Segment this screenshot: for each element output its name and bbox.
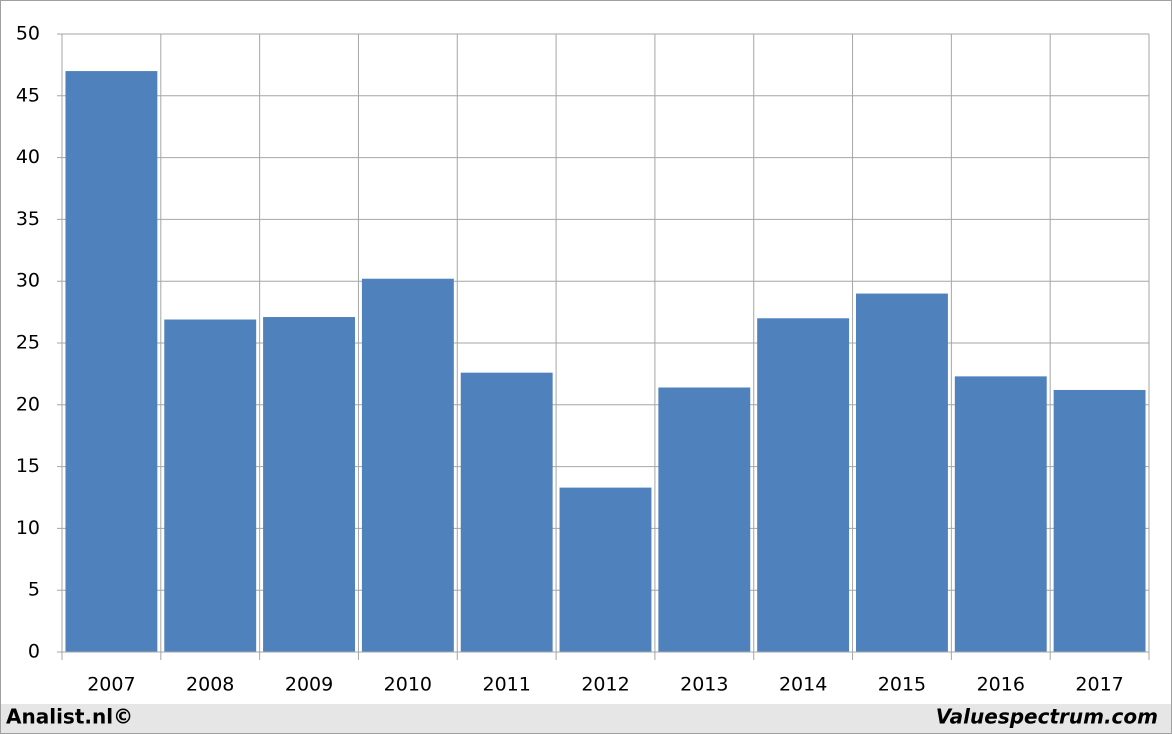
bar: [361, 278, 454, 652]
x-tick-label: 2012: [581, 674, 629, 696]
y-tick-label: 5: [28, 579, 40, 601]
y-tick-label: 50: [16, 23, 40, 45]
x-tick-label: 2011: [483, 674, 531, 696]
y-tick-label: 25: [16, 332, 40, 354]
bar: [460, 372, 553, 652]
bar: [164, 319, 257, 652]
x-tick-label: 2009: [285, 674, 333, 696]
y-tick-label: 20: [16, 393, 40, 415]
y-tick-label: 0: [28, 641, 40, 663]
bar: [856, 293, 948, 652]
bar: [658, 387, 751, 652]
y-tick-label: 35: [16, 208, 40, 230]
x-tick-label: 2016: [977, 674, 1025, 696]
footer-left: Analist.nl©: [6, 705, 133, 729]
bar: [263, 317, 355, 652]
y-tick-label: 15: [16, 455, 40, 477]
footer-right: Valuespectrum.com: [936, 705, 1158, 729]
bar: [1053, 389, 1146, 652]
y-tick-label: 10: [16, 517, 40, 539]
x-tick-label: 2017: [1075, 674, 1123, 696]
x-tick-label: 2007: [87, 674, 135, 696]
bar: [559, 487, 652, 652]
y-tick-label: 40: [16, 146, 40, 168]
footer-band: [1, 704, 1171, 733]
x-tick-label: 2014: [779, 674, 827, 696]
x-tick-label: 2010: [384, 674, 432, 696]
x-tick-label: 2013: [680, 674, 728, 696]
x-tick-label: 2015: [878, 674, 926, 696]
bar: [65, 71, 158, 652]
y-tick-label: 45: [16, 84, 40, 106]
x-tick-label: 2008: [186, 674, 234, 696]
bar: [757, 318, 850, 652]
y-tick-label: 30: [16, 270, 40, 292]
bar: [954, 376, 1047, 652]
